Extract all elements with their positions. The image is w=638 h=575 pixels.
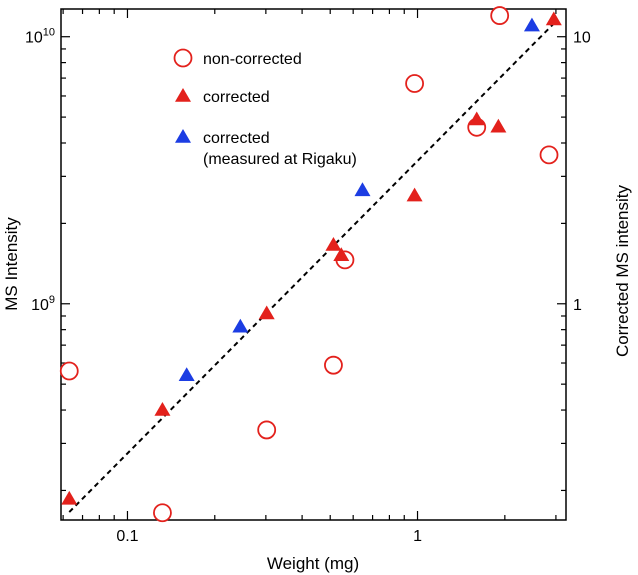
y-tick-label: 1010 [25,27,55,47]
y2-tick-label: 10 [573,30,591,47]
data-point-circle [153,503,172,523]
y2-axis-ticks: 1 10 [557,30,591,492]
fit-line [68,22,555,513]
data-point-triangle [468,111,485,126]
legend-label: corrected [203,89,270,106]
y-tick-exponent: 9 [49,294,55,306]
data-point-triangle [523,17,540,32]
legend-marker-triangle [175,88,191,102]
y-tick-base: 10 [31,297,49,314]
data-point-triangle [545,11,562,26]
data-point-triangle [490,118,507,133]
legend-marker-triangle [175,129,191,143]
data-point-circle [490,6,510,25]
data-point-triangle [61,490,78,505]
legend: non-corrected corrected corrected (measured… [173,48,357,168]
series-0 [59,6,559,523]
y-tick-label: 109 [31,294,55,314]
data-points [59,6,562,523]
y-tick-base: 10 [25,30,43,47]
legend-label: corrected [203,130,270,147]
data-point-triangle [406,187,423,202]
data-point-triangle [232,318,249,333]
y2-axis-label: Corrected MS intensity [613,185,632,357]
data-point-circle [539,145,559,165]
x-axis-label: Weight (mg) [267,554,359,573]
x-tick-label: 1 [413,528,422,545]
data-point-triangle [354,182,371,197]
data-point-circle [324,355,343,375]
legend-marker-circle [173,48,193,68]
data-point-circle [59,361,79,381]
data-point-triangle [154,402,171,416]
plot-frame [60,8,567,521]
series-1 [61,11,562,505]
x-axis-ticks: 0.1 1 [62,9,557,545]
data-point-circle [257,420,277,440]
legend-label: (measured at Rigaku) [203,151,357,168]
data-point-triangle [333,247,350,261]
data-point-triangle [178,367,195,382]
legend-label: non-corrected [203,51,302,68]
data-point-triangle [258,305,275,320]
y2-tick-label: 1 [573,297,582,314]
y-tick-exponent: 10 [43,27,55,39]
series-2 [178,17,540,382]
data-point-circle [405,74,424,93]
y-axis-label: MS Intensity [2,217,21,311]
data-point-triangle [325,236,342,251]
x-tick-label: 0.1 [116,528,138,545]
